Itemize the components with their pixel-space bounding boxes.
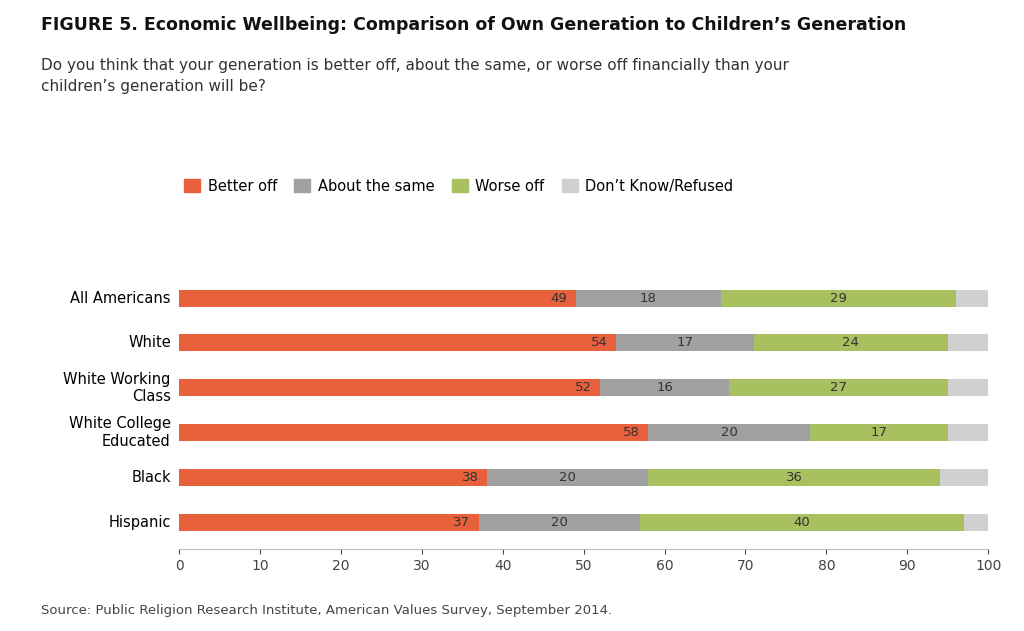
Bar <box>948 334 988 351</box>
Bar <box>478 514 640 531</box>
Text: Source: Public Religion Research Institute, American Values Survey, September 20: Source: Public Religion Research Institu… <box>41 604 612 617</box>
Text: 20: 20 <box>559 471 575 484</box>
Bar <box>179 379 600 396</box>
Text: 58: 58 <box>624 426 640 439</box>
Text: 37: 37 <box>454 516 470 529</box>
Text: 36: 36 <box>785 471 803 484</box>
Text: FIGURE 5. Economic Wellbeing: Comparison of Own Generation to Children’s Generat: FIGURE 5. Economic Wellbeing: Comparison… <box>41 16 906 34</box>
Bar <box>600 379 729 396</box>
Text: 18: 18 <box>640 292 656 305</box>
Bar <box>948 379 988 396</box>
Text: 17: 17 <box>676 336 693 350</box>
Text: 38: 38 <box>462 471 478 484</box>
Bar <box>640 514 964 531</box>
Text: 20: 20 <box>721 426 737 439</box>
Text: Do you think that your generation is better off, about the same, or worse off fi: Do you think that your generation is bet… <box>41 58 788 94</box>
Legend: Better off, About the same, Worse off, Don’t Know/Refused: Better off, About the same, Worse off, D… <box>178 173 739 200</box>
Bar <box>754 334 948 351</box>
Bar <box>648 424 810 441</box>
Bar <box>948 424 988 441</box>
Bar <box>648 469 940 486</box>
Bar <box>940 469 988 486</box>
Text: 16: 16 <box>656 381 673 394</box>
Bar <box>179 424 648 441</box>
Text: 27: 27 <box>830 381 847 394</box>
Text: 17: 17 <box>870 426 888 439</box>
Bar <box>486 469 648 486</box>
Bar <box>179 334 616 351</box>
Text: 29: 29 <box>830 292 847 305</box>
Text: 40: 40 <box>794 516 810 529</box>
Bar <box>721 290 955 307</box>
Bar <box>575 290 721 307</box>
Bar <box>179 514 478 531</box>
Bar <box>179 290 575 307</box>
Bar <box>955 290 988 307</box>
Text: 24: 24 <box>842 336 859 350</box>
Bar <box>616 334 754 351</box>
Text: 20: 20 <box>551 516 568 529</box>
Text: 52: 52 <box>574 381 592 394</box>
Bar <box>179 469 486 486</box>
Text: 49: 49 <box>551 292 567 305</box>
Bar <box>810 424 948 441</box>
Bar <box>729 379 948 396</box>
Bar <box>964 514 988 531</box>
Text: 54: 54 <box>591 336 608 350</box>
